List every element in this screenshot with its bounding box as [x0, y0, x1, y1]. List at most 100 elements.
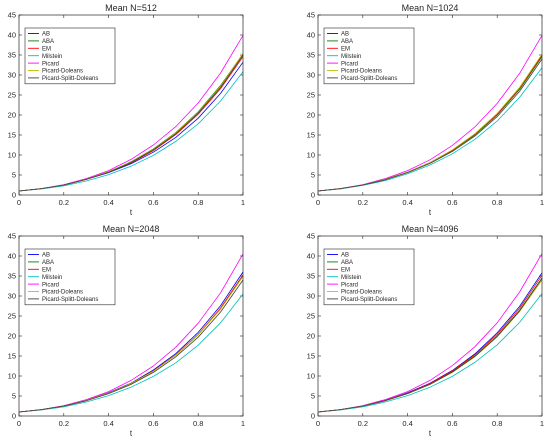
x-axis-label: t [130, 208, 133, 217]
y-tick-label: 10 [307, 151, 315, 160]
y-tick-label: 10 [8, 372, 16, 381]
y-tick-label: 15 [8, 352, 16, 361]
y-tick-label: 35 [307, 51, 315, 60]
x-tick-label: 0.2 [59, 198, 69, 207]
y-tick-label: 20 [307, 111, 315, 120]
y-tick-label: 15 [307, 352, 315, 361]
y-tick-label: 15 [307, 131, 315, 140]
x-axis-label: t [130, 429, 133, 438]
y-tick-label: 40 [307, 252, 315, 261]
y-tick-label: 25 [307, 91, 315, 100]
y-tick-label: 35 [307, 272, 315, 281]
y-tick-label: 0 [12, 191, 16, 200]
y-tick-label: 40 [8, 31, 16, 40]
y-tick-label: 45 [307, 11, 315, 20]
x-tick-label: 0.8 [193, 419, 203, 428]
y-tick-label: 25 [8, 91, 16, 100]
legend-entry: AB [42, 253, 50, 259]
y-tick-label: 45 [307, 232, 315, 241]
legend-entry: ABA [42, 260, 54, 266]
x-tick-label: 0.2 [358, 198, 368, 207]
x-tick-label: 0.8 [492, 198, 502, 207]
legend-entry: Milstein [42, 54, 62, 60]
x-tick-label: 0.4 [103, 198, 113, 207]
y-tick-label: 30 [307, 292, 315, 301]
y-tick-label: 0 [311, 191, 315, 200]
legend-box [323, 248, 415, 306]
y-tick-label: 25 [8, 312, 16, 321]
legend-entry: EM [42, 268, 51, 274]
y-tick-label: 5 [12, 171, 16, 180]
x-tick-label: 0.4 [103, 419, 113, 428]
legend-entry: EM [42, 47, 51, 53]
legend-entry: Picard [341, 282, 358, 288]
chart-title: Mean N=2048 [103, 224, 160, 234]
axes-box [317, 14, 543, 196]
y-tick-label: 10 [8, 151, 16, 160]
legend-entry: Picard-Doleans [42, 290, 83, 296]
x-tick-label: 0.8 [193, 198, 203, 207]
legend-entry: Picard [42, 61, 59, 67]
x-tick-label: 0.2 [358, 419, 368, 428]
x-tick-label: 1 [241, 198, 245, 207]
x-tick-label: 0 [17, 198, 21, 207]
x-tick-label: 0.4 [402, 198, 412, 207]
y-tick-label: 30 [8, 292, 16, 301]
series-line-milstein [18, 71, 244, 192]
axes-box [317, 235, 543, 417]
legend-entry: Milstein [341, 54, 361, 60]
legend-entry: Picard-Splitt-Doleans [341, 297, 397, 303]
legend-entry: ABA [42, 39, 54, 45]
x-tick-label: 0.4 [402, 419, 412, 428]
y-tick-label: 15 [8, 131, 16, 140]
y-tick-label: 45 [8, 11, 16, 20]
legend-box [24, 248, 116, 306]
x-tick-label: 0 [316, 419, 320, 428]
y-tick-label: 30 [8, 71, 16, 80]
y-tick-label: 20 [307, 332, 315, 341]
legend-entry: Picard-Splitt-Doleans [42, 76, 98, 82]
legend-entry: Picard-Doleans [341, 69, 382, 75]
y-tick-label: 0 [12, 412, 16, 421]
x-tick-label: 0.6 [148, 198, 158, 207]
x-tick-label: 1 [540, 419, 544, 428]
legend-entry: Picard [42, 282, 59, 288]
legend-entry: AB [42, 32, 50, 38]
x-tick-label: 0.8 [492, 419, 502, 428]
y-tick-label: 10 [307, 372, 315, 381]
legend-entry: Picard-Splitt-Doleans [341, 76, 397, 82]
y-tick-label: 5 [12, 392, 16, 401]
legend-entry: AB [341, 32, 349, 38]
y-tick-label: 35 [8, 51, 16, 60]
x-tick-label: 0.6 [447, 419, 457, 428]
legend-entry: ABA [341, 39, 353, 45]
series-line-picard-splitt-doleans [18, 54, 244, 192]
y-tick-label: 0 [311, 412, 315, 421]
axes-box [18, 14, 244, 196]
legend-entry: Picard-Doleans [341, 290, 382, 296]
legend-entry: Milstein [341, 275, 361, 281]
chart-title: Mean N=512 [105, 3, 157, 13]
x-tick-label: 0 [316, 198, 320, 207]
y-tick-label: 40 [8, 252, 16, 261]
legend-box [24, 27, 116, 85]
y-tick-label: 25 [307, 312, 315, 321]
x-tick-label: 0.6 [447, 198, 457, 207]
legend-entry: Milstein [42, 275, 62, 281]
x-tick-label: 1 [540, 198, 544, 207]
legend-entry: Picard [341, 61, 358, 67]
series-line-picard-splitt-doleans [317, 58, 543, 192]
y-tick-label: 20 [8, 111, 16, 120]
legend-entry: EM [341, 47, 350, 53]
series-line-picard-splitt-doleans [317, 278, 543, 413]
x-tick-label: 0 [17, 419, 21, 428]
